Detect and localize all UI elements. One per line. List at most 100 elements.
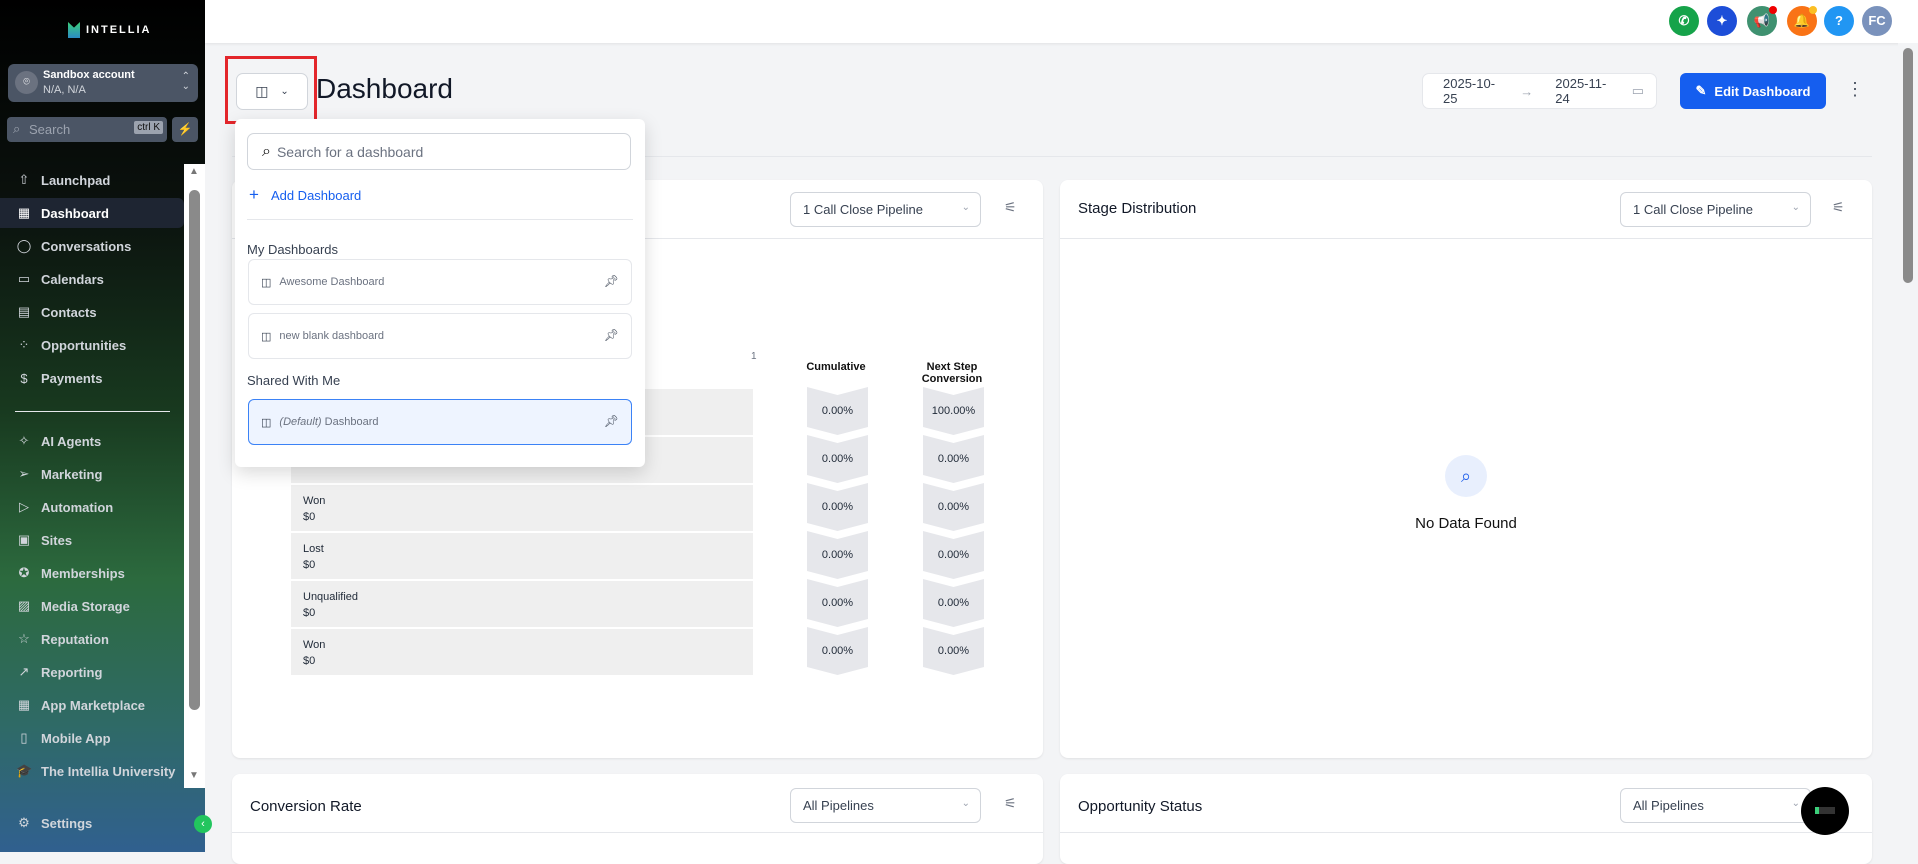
sidebar-item-label: Reputation xyxy=(41,631,109,647)
sidebar-item-label: Opportunities xyxy=(41,337,127,353)
phone-button[interactable]: ✆ xyxy=(1669,6,1699,36)
user-avatar[interactable]: FC xyxy=(1862,6,1892,36)
help-button[interactable]: ? xyxy=(1824,6,1854,36)
sidebar-item-mobile-app[interactable]: ▯ Mobile App xyxy=(0,723,184,753)
trend-icon: ↗ xyxy=(18,664,30,679)
sidebar-item-reporting[interactable]: ↗ Reporting xyxy=(0,657,184,687)
next-step-chevron: 0.00% xyxy=(923,531,984,579)
sidebar-item-automation[interactable]: ▷ Automation xyxy=(0,492,184,522)
calendar-icon: ▭ xyxy=(17,271,31,286)
select-value: All Pipelines xyxy=(1633,798,1704,813)
sidebar-item-settings[interactable]: ⚙ Settings xyxy=(0,808,184,838)
lightning-icon: ⚡ xyxy=(177,122,193,136)
main-scrollbar[interactable] xyxy=(1898,43,1918,852)
widget-title: Stage Distribution xyxy=(1078,200,1197,217)
edit-dashboard-button[interactable]: ✎ Edit Dashboard xyxy=(1680,73,1826,109)
sidebar-item-contacts[interactable]: ▤ Contacts xyxy=(0,297,184,327)
sidebar-item-label: Contacts xyxy=(41,304,97,320)
collapse-sidebar-button[interactable]: ‹ xyxy=(194,815,212,833)
date-range-picker[interactable]: 2025-10-25 → 2025-11-24 ▭ xyxy=(1422,73,1657,109)
dashboard-item-label: Awesome Dashboard xyxy=(279,276,385,288)
layout-icon: ◫ xyxy=(261,416,272,429)
account-switcher[interactable]: ⌾ Sandbox account N/A, N/A ⌃ ⌄ xyxy=(8,64,198,102)
pin-icon[interactable]: 📌︎ xyxy=(603,328,619,342)
chat-widget-button[interactable] xyxy=(1801,787,1849,835)
scroll-up-icon[interactable]: ▲ xyxy=(189,166,199,177)
cumulative-header: Cumulative xyxy=(806,361,866,373)
sidebar-item-label: Marketing xyxy=(41,466,103,482)
sidebar-item-launchpad[interactable]: ⇧ Launchpad xyxy=(0,165,184,195)
stage-value: $0 xyxy=(303,607,316,619)
sidebar-item-label: App Marketplace xyxy=(41,697,146,713)
add-dashboard-button[interactable]: + Add Dashboard xyxy=(249,185,361,205)
megaphone-button[interactable]: 📢 xyxy=(1747,6,1777,36)
sidebar-item-app-marketplace[interactable]: ▦ App Marketplace xyxy=(0,690,184,720)
funnel-stage-row: Won $0 xyxy=(291,485,753,531)
cumulative-chevron: 0.00% xyxy=(807,531,868,579)
funnel-stage-row: Lost $0 xyxy=(291,533,753,579)
dashboard-item[interactable]: ◫ new blank dashboard 📌︎ xyxy=(248,313,632,359)
stage-distribution-widget: Stage Distribution 1 Call Close Pipeline… xyxy=(1060,180,1872,758)
avatar: FC xyxy=(1868,13,1886,28)
filter-icon[interactable]: ⚟ xyxy=(1004,795,1017,811)
bell-button[interactable]: 🔔 xyxy=(1787,6,1817,36)
pipeline-select[interactable]: 1 Call Close Pipeline ⌄ xyxy=(1620,192,1811,227)
dashboard-item[interactable]: ◫ Awesome Dashboard 📌︎ xyxy=(248,259,632,305)
date-from[interactable]: 2025-10-25 xyxy=(1443,76,1496,106)
sidebar-scrollbar[interactable]: ▲ ▼ xyxy=(184,164,205,788)
dashboard-switcher-button[interactable]: ◫ ⌄ xyxy=(236,73,308,110)
sidebar-item-marketing[interactable]: ➢ Marketing xyxy=(0,459,184,489)
highlight-box xyxy=(225,56,317,124)
mobile-icon: ▯ xyxy=(20,730,28,745)
sidebar-item-conversations[interactable]: ◯ Conversations xyxy=(0,231,184,261)
sidebar-item-label: Mobile App xyxy=(41,730,111,746)
stage-value: $0 xyxy=(303,655,316,667)
more-options-icon[interactable]: ⋮ xyxy=(1846,79,1864,99)
empty-state-text: No Data Found xyxy=(1415,515,1517,532)
top-bar xyxy=(205,0,1918,43)
date-to[interactable]: 2025-11-24 xyxy=(1555,76,1607,106)
sidebar-item-the-intellia-university[interactable]: 🎓 The Intellia University xyxy=(0,756,184,786)
dashboard-search-input[interactable]: ⌕ Search for a dashboard xyxy=(247,133,631,170)
pipeline-select[interactable]: 1 Call Close Pipeline ⌄ xyxy=(790,192,981,227)
stage-value: $0 xyxy=(303,559,316,571)
filter-icon[interactable]: ⚟ xyxy=(1004,199,1017,215)
dashboard-item-selected[interactable]: ◫ (Default) Dashboard 📌︎ xyxy=(248,399,632,445)
sidebar-search[interactable]: ⌕ Search ctrl K xyxy=(7,117,167,142)
pin-icon[interactable]: 📌︎ xyxy=(603,274,619,288)
sidebar-item-dashboard[interactable]: ▦ Dashboard xyxy=(0,198,184,228)
sidebar-item-ai-agents[interactable]: ✧ AI Agents xyxy=(0,426,184,456)
filter-icon[interactable]: ⚟ xyxy=(1832,199,1845,215)
ai-sparkle-button[interactable]: ✦ xyxy=(1707,6,1737,36)
next-step-chevron: 0.00% xyxy=(923,579,984,627)
sidebar-item-calendars[interactable]: ▭ Calendars xyxy=(0,264,184,294)
pipeline-select[interactable]: All Pipelines ⌄ xyxy=(1620,788,1811,823)
automation-icon: ▷ xyxy=(19,499,29,514)
pipeline-select[interactable]: All Pipelines ⌄ xyxy=(790,788,981,823)
sidebar-item-media-storage[interactable]: ▨ Media Storage xyxy=(0,591,184,621)
image-icon: ▨ xyxy=(17,598,31,613)
grid-icon: ▦ xyxy=(17,697,31,712)
next-step-chevron: 0.00% xyxy=(923,627,984,675)
sidebar-item-sites[interactable]: ▣ Sites xyxy=(0,525,184,555)
select-value: All Pipelines xyxy=(803,798,874,813)
scrollbar-thumb[interactable] xyxy=(189,190,200,710)
scrollbar-thumb[interactable] xyxy=(1903,48,1913,283)
arrow-right-icon: → xyxy=(1520,83,1534,99)
logo-mark-icon xyxy=(68,22,80,38)
sidebar-item-opportunities[interactable]: ⁘ Opportunities xyxy=(0,330,184,360)
scroll-down-icon[interactable]: ▼ xyxy=(189,770,199,781)
sidebar-item-label: Launchpad xyxy=(41,172,111,188)
cumulative-chevron: 0.00% xyxy=(807,627,868,675)
search-icon: ⌕ xyxy=(262,142,271,160)
notification-badge xyxy=(1769,6,1777,14)
sidebar-item-reputation[interactable]: ☆ Reputation xyxy=(0,624,184,654)
quick-action-button[interactable]: ⚡ xyxy=(172,117,198,142)
sidebar-item-memberships[interactable]: ✪ Memberships xyxy=(0,558,184,588)
pin-icon[interactable]: 📌︎ xyxy=(603,414,619,428)
chat-bubble-icon: ◯ xyxy=(16,238,32,253)
chevron-up-down-icon: ⌃ ⌄ xyxy=(181,71,190,92)
sparkle-icon: ✧ xyxy=(18,433,30,448)
plus-icon: + xyxy=(249,185,259,204)
sidebar-item-payments[interactable]: $ Payments xyxy=(0,363,184,393)
